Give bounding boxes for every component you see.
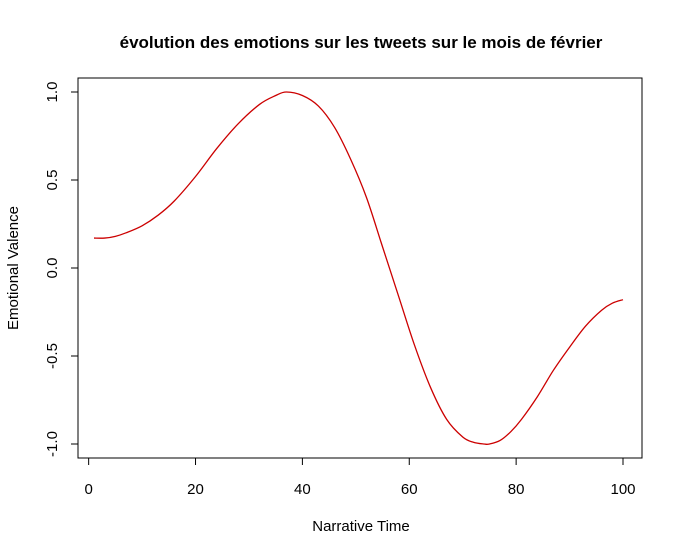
x-tick-label: 40 [294,481,311,498]
x-axis-label: Narrative Time [312,518,410,535]
plot-area [77,77,643,459]
x-tick-label: 0 [84,481,92,498]
x-tick-label: 20 [187,481,204,498]
y-axis: -1.0 -0.5 0.0 0.5 1.0 [44,82,79,457]
series-layer [93,91,624,445]
y-tick-label: 0.0 [44,258,61,279]
x-tick-label: 80 [508,481,525,498]
y-axis-label: Emotional Valence [5,206,22,330]
chart-title: évolution des emotions sur les tweets su… [120,33,603,52]
x-tick-label: 60 [401,481,418,498]
x-axis: 0 20 40 60 80 100 [84,457,636,498]
y-tick-label: -0.5 [44,343,61,369]
y-tick-label: 1.0 [44,82,61,103]
y-tick-label: -1.0 [44,431,61,457]
y-tick-label: 0.5 [44,170,61,191]
series-line [93,91,624,445]
x-tick-label: 100 [610,481,635,498]
